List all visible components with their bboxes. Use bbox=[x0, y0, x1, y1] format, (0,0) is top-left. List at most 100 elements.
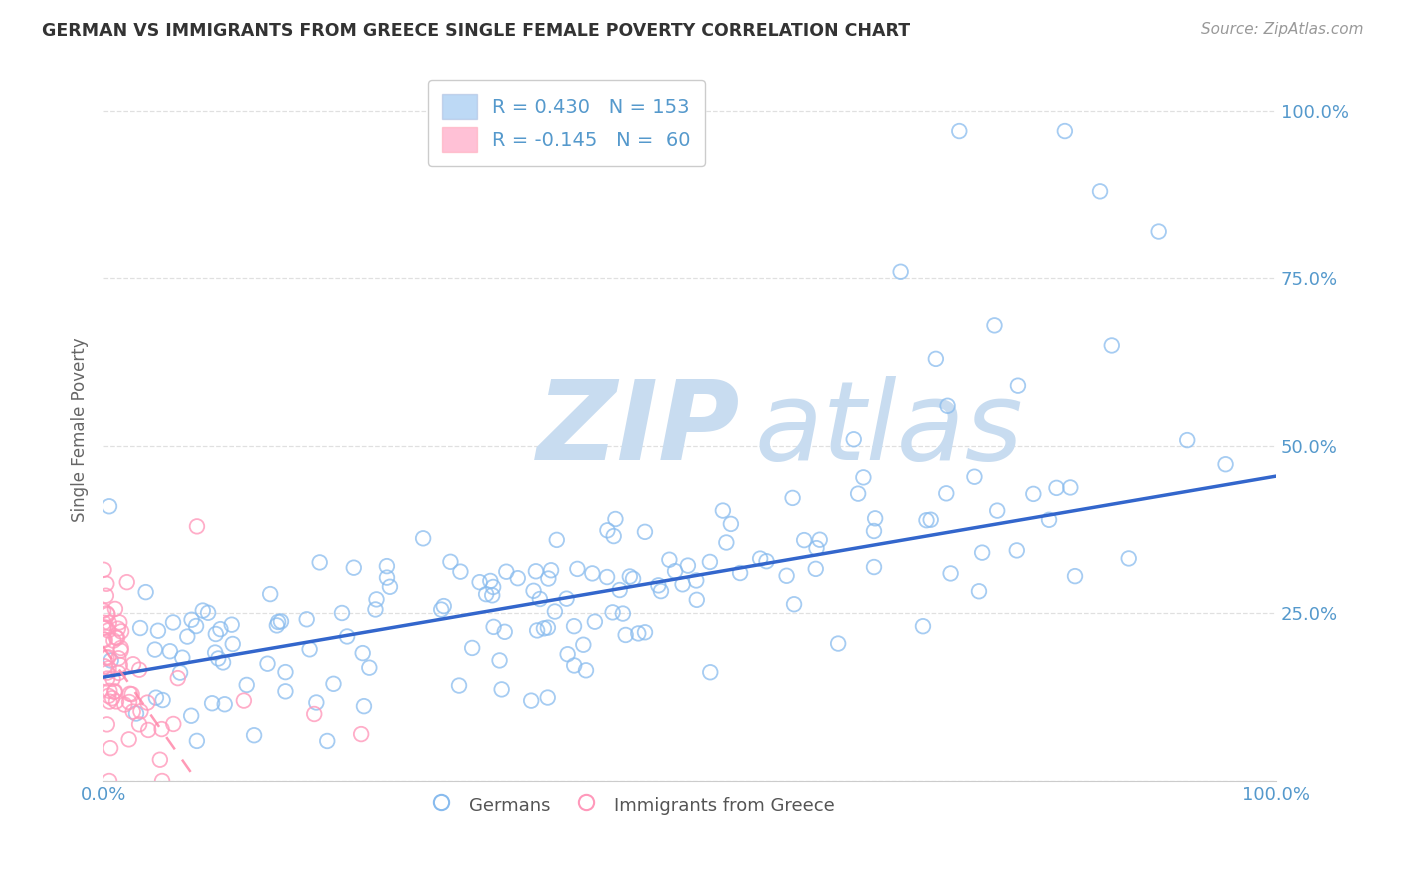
Point bbox=[522, 583, 544, 598]
Point bbox=[104, 694, 127, 708]
Point bbox=[136, 696, 159, 710]
Point bbox=[364, 602, 387, 616]
Point bbox=[118, 695, 141, 709]
Point bbox=[104, 684, 127, 698]
Point bbox=[475, 587, 498, 601]
Point bbox=[322, 677, 344, 691]
Point bbox=[482, 620, 505, 634]
Point bbox=[97, 615, 120, 630]
Point bbox=[983, 318, 1005, 333]
Point bbox=[728, 566, 751, 580]
Point bbox=[97, 650, 120, 665]
Point bbox=[270, 615, 292, 629]
Point bbox=[479, 574, 502, 588]
Point bbox=[1007, 378, 1029, 392]
Point bbox=[118, 687, 141, 701]
Point bbox=[100, 653, 122, 667]
Point bbox=[1088, 185, 1111, 199]
Point bbox=[775, 568, 797, 582]
Point bbox=[793, 533, 815, 548]
Point bbox=[1053, 124, 1076, 138]
Point bbox=[96, 576, 118, 591]
Point bbox=[107, 665, 129, 680]
Point bbox=[699, 555, 721, 569]
Point bbox=[98, 774, 121, 789]
Point bbox=[118, 732, 141, 747]
Point bbox=[108, 658, 131, 673]
Point bbox=[107, 622, 129, 636]
Point bbox=[449, 565, 471, 579]
Point bbox=[664, 564, 686, 578]
Point bbox=[939, 566, 962, 581]
Point bbox=[305, 696, 328, 710]
Point bbox=[96, 717, 118, 731]
Point bbox=[176, 630, 198, 644]
Point bbox=[650, 584, 672, 599]
Point bbox=[135, 585, 157, 599]
Point bbox=[482, 580, 505, 594]
Point bbox=[1118, 551, 1140, 566]
Point bbox=[96, 665, 118, 680]
Point bbox=[447, 679, 470, 693]
Text: GERMAN VS IMMIGRANTS FROM GREECE SINGLE FEMALE POVERTY CORRELATION CHART: GERMAN VS IMMIGRANTS FROM GREECE SINGLE … bbox=[42, 22, 910, 40]
Point bbox=[1045, 481, 1067, 495]
Point bbox=[806, 541, 828, 556]
Point bbox=[430, 602, 453, 616]
Point bbox=[180, 708, 202, 723]
Point bbox=[537, 572, 560, 586]
Point bbox=[94, 589, 117, 603]
Point bbox=[91, 621, 114, 635]
Point bbox=[612, 607, 634, 621]
Point bbox=[936, 399, 959, 413]
Point bbox=[557, 647, 579, 661]
Point bbox=[353, 699, 375, 714]
Point bbox=[711, 503, 734, 517]
Point bbox=[986, 503, 1008, 517]
Point bbox=[596, 570, 619, 584]
Point bbox=[1005, 543, 1028, 558]
Y-axis label: Single Female Poverty: Single Female Poverty bbox=[72, 337, 89, 522]
Point bbox=[658, 553, 681, 567]
Point bbox=[863, 524, 886, 538]
Point bbox=[1022, 487, 1045, 501]
Point bbox=[115, 575, 138, 590]
Point bbox=[316, 734, 339, 748]
Point bbox=[98, 683, 121, 698]
Point bbox=[647, 578, 669, 592]
Point bbox=[720, 516, 742, 531]
Point bbox=[98, 500, 121, 514]
Point bbox=[207, 651, 229, 665]
Point bbox=[555, 591, 578, 606]
Point bbox=[581, 566, 603, 581]
Point bbox=[782, 491, 804, 505]
Point bbox=[572, 638, 595, 652]
Point bbox=[121, 687, 143, 701]
Point bbox=[204, 627, 226, 641]
Point bbox=[488, 653, 510, 667]
Point bbox=[1147, 225, 1170, 239]
Legend: Germans, Immigrants from Greece: Germans, Immigrants from Greece bbox=[419, 785, 844, 825]
Point bbox=[783, 597, 806, 611]
Point bbox=[96, 607, 118, 622]
Point bbox=[846, 486, 869, 500]
Point bbox=[350, 727, 373, 741]
Point bbox=[1175, 433, 1198, 447]
Point bbox=[619, 569, 641, 583]
Point bbox=[150, 722, 173, 736]
Point bbox=[105, 631, 128, 645]
Point bbox=[967, 584, 990, 599]
Point bbox=[827, 636, 849, 650]
Point bbox=[699, 665, 721, 680]
Point bbox=[1064, 569, 1087, 583]
Point bbox=[204, 646, 226, 660]
Point bbox=[925, 351, 948, 366]
Point bbox=[412, 531, 434, 545]
Point bbox=[143, 642, 166, 657]
Point bbox=[972, 546, 994, 560]
Point bbox=[98, 741, 121, 756]
Point bbox=[537, 621, 560, 635]
Point bbox=[676, 558, 699, 573]
Point bbox=[274, 684, 297, 698]
Point bbox=[103, 633, 125, 648]
Point bbox=[495, 565, 517, 579]
